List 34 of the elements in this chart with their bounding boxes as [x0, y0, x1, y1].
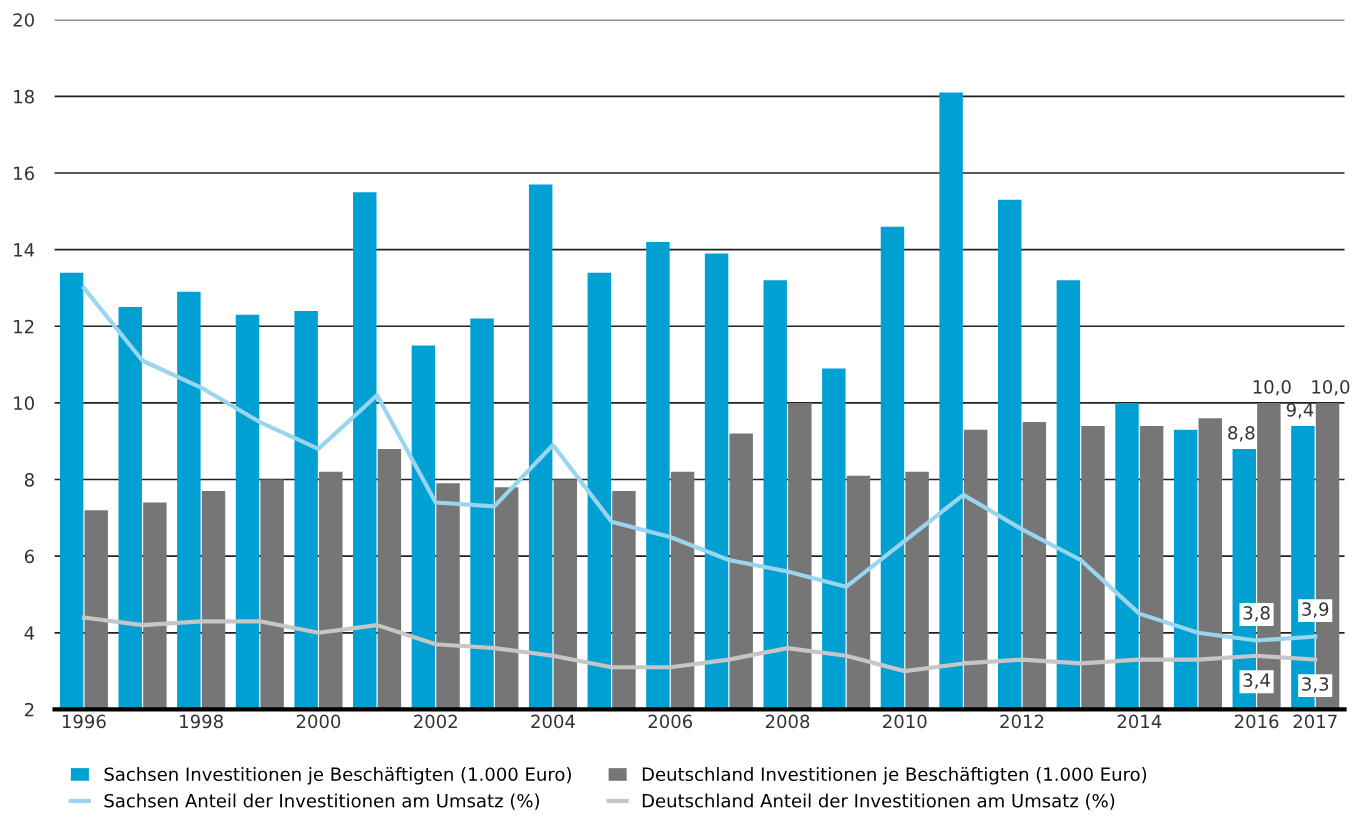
x-tick-label: 2014	[1117, 714, 1162, 729]
legend-label: Deutschland Investitionen je Beschäftigten (1.000 Euro)	[642, 767, 1147, 785]
data-label: 10,0	[1312, 380, 1350, 396]
legend-label: Deutschland Anteil der Investitionen am Umsatz (%)	[642, 793, 1115, 810]
data-label: 8,8	[1228, 425, 1255, 442]
x-tick-label: 1996	[62, 714, 106, 729]
y-tick-label: 20	[13, 13, 34, 27]
legend-label: Sachsen Investitionen je Beschäftigten (1.000 Euro)	[104, 767, 571, 785]
y-tick-label: 2	[24, 702, 34, 717]
y-tick-label: 12	[14, 319, 34, 334]
x-tick-label: 2008	[765, 714, 810, 729]
x-tick-label: 2000	[296, 714, 341, 729]
y-tick-label: 8	[24, 472, 34, 487]
data-label: 3,8	[1243, 606, 1270, 622]
y-tick-label: 4	[24, 626, 35, 640]
data-label: 3,3	[1302, 677, 1329, 693]
y-tick-label: 10	[14, 396, 34, 411]
x-tick-label: 1998	[180, 714, 223, 729]
y-tick-label: 14	[14, 243, 35, 257]
x-tick-label: 2012	[1000, 714, 1044, 729]
x-tick-label: 2016	[1234, 714, 1279, 729]
y-tick-label: 6	[24, 549, 35, 564]
x-tick-label: 2010	[883, 714, 927, 729]
x-tick-label: 2002	[414, 714, 457, 729]
legend-label: Sachsen Anteil der Investitionen am Umsatz (%)	[104, 793, 540, 810]
data-label: 3,9	[1302, 602, 1329, 618]
y-tick-label: 18	[14, 89, 34, 104]
data-label: 10,0	[1253, 380, 1291, 396]
x-tick-label: 2006	[648, 714, 693, 729]
data-label: 9,4	[1286, 402, 1314, 419]
x-tick-label: 2017	[1293, 714, 1337, 729]
y-tick-label: 16	[14, 166, 35, 181]
data-label: 3,4	[1243, 673, 1270, 689]
x-tick-label: 2004	[531, 714, 575, 729]
